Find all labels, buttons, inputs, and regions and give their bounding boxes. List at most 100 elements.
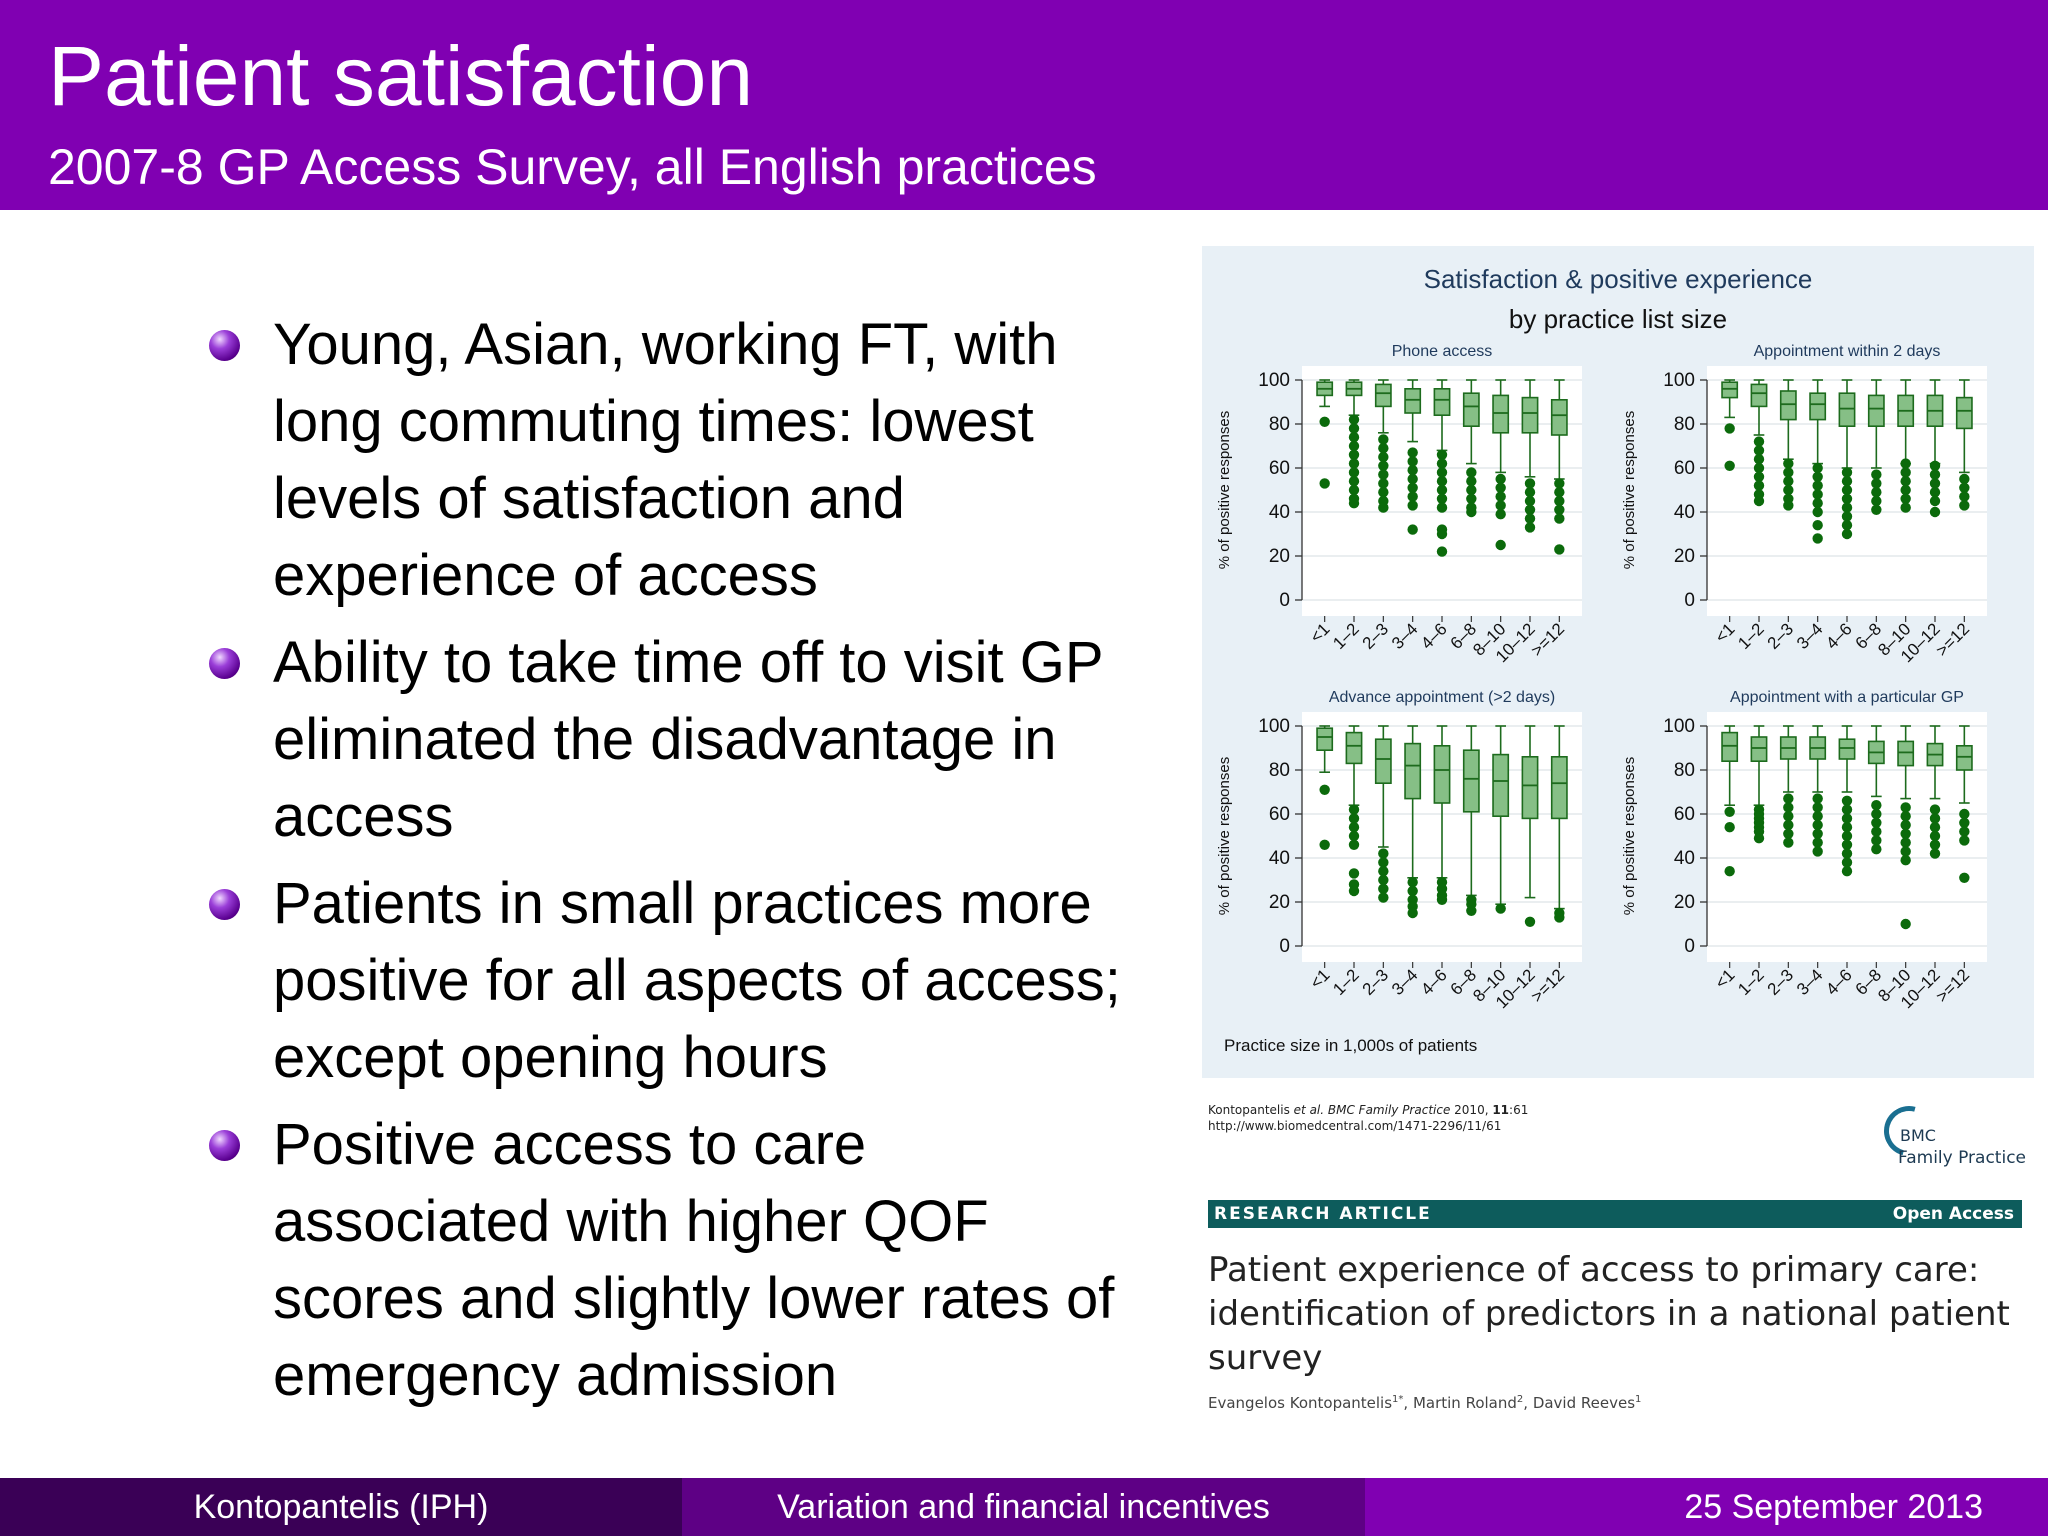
outlier-point [1783, 828, 1794, 839]
outlier-point [1495, 539, 1506, 551]
outlier-point [1871, 844, 1882, 855]
outlier-point [1348, 449, 1360, 460]
citation: Kontopantelis et al. BMC Family Practice… [1208, 1102, 1528, 1134]
y-axis-label: % of positive responses [1621, 411, 1638, 569]
x-tick-label: 3–4 [1388, 619, 1421, 652]
y-tick-label: 60 [1674, 804, 1695, 825]
outlier-point [1812, 520, 1823, 531]
y-tick-label: 100 [1258, 370, 1290, 391]
outlier-point [1554, 544, 1565, 555]
outlier-point [1871, 800, 1882, 811]
outlier-point [1436, 484, 1448, 496]
outlier-point [1348, 839, 1360, 850]
outlier-point [1348, 484, 1360, 496]
outlier-point [1436, 528, 1448, 540]
y-tick-label: 0 [1684, 936, 1695, 957]
outlier-point [1554, 504, 1565, 515]
outlier-point [1524, 478, 1536, 489]
outlier-point [1495, 500, 1506, 511]
outlier-point [1871, 504, 1882, 515]
y-tick-label: 20 [1269, 892, 1290, 913]
outlier-point [1900, 811, 1911, 822]
outlier-point [1841, 467, 1853, 478]
outlier-point [1348, 458, 1360, 469]
outlier-point [1871, 835, 1882, 846]
citation-url: http://www.biomedcentral.com/1471-2296/1… [1208, 1119, 1502, 1133]
outlier-point [1959, 872, 1970, 883]
outlier-point [1900, 493, 1911, 504]
outlier-point [1841, 822, 1853, 833]
outlier-point [1959, 835, 1970, 846]
outlier-point [1378, 469, 1389, 480]
x-tick-label: 2–3 [1359, 965, 1392, 998]
box-iqr [1492, 753, 1510, 818]
bullet-item: Patients in small practices more positiv… [205, 865, 1125, 1096]
x-tick-label: 3–4 [1793, 965, 1826, 998]
box-iqr [1433, 744, 1451, 804]
ball-bullet-icon [209, 889, 240, 920]
chart-panel: Advance appointment (>2 days) 0 20 40 60 80 10… [1216, 689, 1582, 1012]
outlier-point [1348, 804, 1360, 815]
outlier-point [1841, 848, 1853, 859]
box-iqr [1433, 388, 1451, 417]
bmc-logo-text: BMC [1900, 1126, 1936, 1145]
panel-title: Appointment with a particular GP [1730, 689, 1964, 706]
outlier-point [1753, 833, 1765, 844]
box-iqr [1809, 392, 1827, 421]
outlier-point [1812, 819, 1823, 831]
outlier-point [1812, 462, 1823, 474]
outlier-point [1407, 482, 1418, 493]
x-tick-label: 1–2 [1734, 619, 1767, 652]
outlier-point [1841, 484, 1853, 496]
box-iqr [1404, 388, 1422, 414]
y-tick-label: 60 [1269, 804, 1290, 825]
outlier-point [1436, 546, 1448, 557]
bullet-text: Young, Asian, working FT, with long comm… [273, 312, 1058, 608]
slide-title: Patient satisfaction [48, 29, 754, 123]
outlier-point [1841, 493, 1853, 504]
outlier-point [1524, 916, 1536, 927]
x-tick-label: <1 [1306, 965, 1333, 992]
outlier-point [1841, 866, 1853, 877]
outlier-point [1841, 502, 1853, 513]
outlier-point [1871, 469, 1882, 480]
outlier-point [1436, 449, 1448, 460]
outlier-point [1871, 826, 1882, 837]
article-type-bar: RESEARCH ARTICLE Open Access [1208, 1200, 2022, 1228]
box-iqr [1838, 738, 1856, 760]
outlier-point [1524, 513, 1536, 524]
outlier-point [1959, 491, 1970, 502]
outlier-point [1959, 808, 1970, 820]
outlier-point [1348, 498, 1360, 509]
box-iqr [1750, 736, 1768, 763]
y-tick-label: 80 [1674, 414, 1695, 435]
bullet-text: Positive access to care associated with … [273, 1112, 1115, 1408]
outlier-point [1929, 460, 1941, 471]
x-tick-label: >=12 [1527, 965, 1568, 1006]
outlier-point [1900, 828, 1911, 839]
slide-subtitle: 2007-8 GP Access Survey, all English pra… [48, 139, 1097, 195]
citation-volume: 11 [1492, 1103, 1510, 1117]
x-tick-label: <1 [1306, 619, 1333, 646]
outlier-point [1378, 892, 1389, 903]
outlier-point [1495, 491, 1506, 502]
outlier-point [1378, 866, 1389, 877]
outlier-point [1959, 817, 1970, 828]
citation-year: 2010, [1450, 1103, 1493, 1117]
outlier-point [1929, 495, 1941, 507]
author-name: , David Reeves [1523, 1394, 1636, 1412]
outlier-point [1871, 808, 1882, 820]
outlier-point [1871, 817, 1882, 828]
box-iqr [1521, 755, 1539, 820]
outlier-point [1436, 458, 1448, 469]
box-iqr [1955, 744, 1973, 771]
outlier-point [1554, 513, 1565, 524]
outlier-point [1378, 451, 1389, 463]
outlier-point [1841, 528, 1853, 540]
outlier-point [1900, 918, 1911, 930]
outlier-point [1407, 877, 1418, 888]
box-iqr [1374, 383, 1392, 408]
outlier-point [1783, 811, 1794, 822]
outlier-point [1466, 476, 1477, 487]
outlier-point [1753, 471, 1765, 482]
